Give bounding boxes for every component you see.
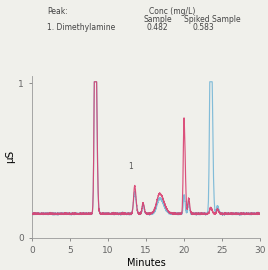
Text: 0.583: 0.583 [193, 23, 215, 32]
Text: 1: 1 [128, 162, 133, 171]
Text: Sample: Sample [143, 15, 172, 24]
Text: Peak:: Peak: [47, 7, 68, 16]
Text: 1. Dimethylamine: 1. Dimethylamine [47, 23, 115, 32]
Text: Spiked Sample: Spiked Sample [184, 15, 240, 24]
Text: Conc (mg/L): Conc (mg/L) [149, 7, 195, 16]
Y-axis label: μS: μS [5, 150, 15, 163]
Text: 0.482: 0.482 [146, 23, 168, 32]
X-axis label: Minutes: Minutes [127, 258, 165, 268]
